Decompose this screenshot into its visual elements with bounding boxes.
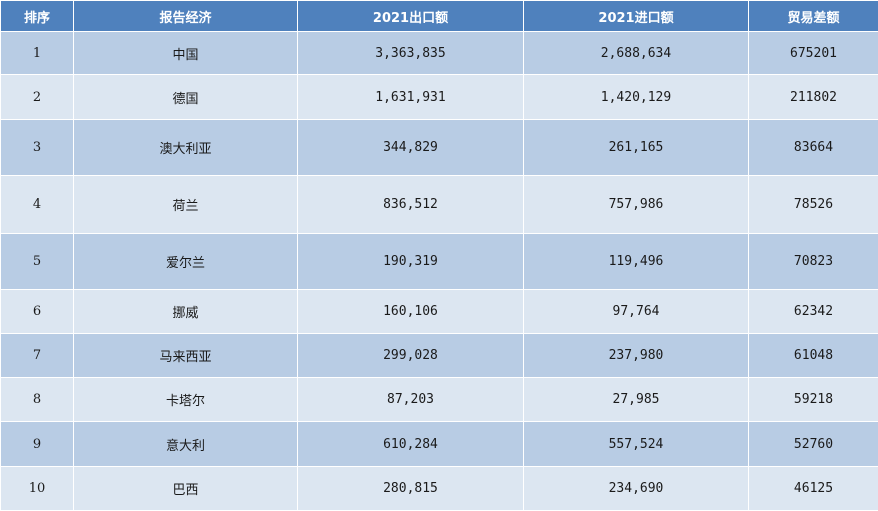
cell-economy: 澳大利亚 [74, 120, 298, 176]
cell-import: 261,165 [524, 120, 749, 176]
cell-rank: 9 [1, 422, 74, 467]
cell-rank: 8 [1, 378, 74, 422]
cell-export: 190,319 [298, 234, 524, 290]
cell-balance: 46125 [749, 467, 878, 511]
cell-economy: 德国 [74, 75, 298, 120]
header-import[interactable]: 2021进口额 [524, 1, 749, 32]
cell-balance: 52760 [749, 422, 878, 467]
cell-export: 87,203 [298, 378, 524, 422]
header-balance[interactable]: 贸易差额 [749, 1, 878, 32]
cell-balance: 61048 [749, 334, 878, 378]
cell-import: 1,420,129 [524, 75, 749, 120]
cell-balance: 62342 [749, 290, 878, 334]
cell-economy: 意大利 [74, 422, 298, 467]
cell-economy: 荷兰 [74, 176, 298, 234]
cell-export: 836,512 [298, 176, 524, 234]
table-row: 2 德国 1,631,931 1,420,129 211802 [1, 75, 878, 120]
cell-balance: 211802 [749, 75, 878, 120]
cell-import: 119,496 [524, 234, 749, 290]
table-row: 3 澳大利亚 344,829 261,165 83664 [1, 120, 878, 176]
table-row: 5 爱尔兰 190,319 119,496 70823 [1, 234, 878, 290]
cell-export: 299,028 [298, 334, 524, 378]
cell-import: 237,980 [524, 334, 749, 378]
cell-balance: 59218 [749, 378, 878, 422]
cell-rank: 7 [1, 334, 74, 378]
cell-export: 3,363,835 [298, 32, 524, 75]
cell-balance: 675201 [749, 32, 878, 75]
cell-export: 344,829 [298, 120, 524, 176]
table-row: 10 巴西 280,815 234,690 46125 [1, 467, 878, 511]
cell-rank: 5 [1, 234, 74, 290]
cell-export: 1,631,931 [298, 75, 524, 120]
cell-balance: 83664 [749, 120, 878, 176]
cell-rank: 10 [1, 467, 74, 511]
cell-economy: 卡塔尔 [74, 378, 298, 422]
cell-rank: 2 [1, 75, 74, 120]
cell-balance: 70823 [749, 234, 878, 290]
cell-export: 610,284 [298, 422, 524, 467]
table-row: 7 马来西亚 299,028 237,980 61048 [1, 334, 878, 378]
cell-economy: 马来西亚 [74, 334, 298, 378]
cell-export: 160,106 [298, 290, 524, 334]
cell-economy: 巴西 [74, 467, 298, 511]
cell-import: 557,524 [524, 422, 749, 467]
header-rank[interactable]: 排序 [1, 1, 74, 32]
table-row: 6 挪威 160,106 97,764 62342 [1, 290, 878, 334]
cell-rank: 3 [1, 120, 74, 176]
table-row: 1 中国 3,363,835 2,688,634 675201 [1, 32, 878, 75]
table-row: 8 卡塔尔 87,203 27,985 59218 [1, 378, 878, 422]
cell-import: 757,986 [524, 176, 749, 234]
cell-economy: 挪威 [74, 290, 298, 334]
cell-rank: 4 [1, 176, 74, 234]
cell-import: 27,985 [524, 378, 749, 422]
cell-import: 97,764 [524, 290, 749, 334]
header-export[interactable]: 2021出口额 [298, 1, 524, 32]
cell-import: 234,690 [524, 467, 749, 511]
table-row: 9 意大利 610,284 557,524 52760 [1, 422, 878, 467]
table-row: 4 荷兰 836,512 757,986 78526 [1, 176, 878, 234]
cell-rank: 6 [1, 290, 74, 334]
cell-import: 2,688,634 [524, 32, 749, 75]
cell-economy: 爱尔兰 [74, 234, 298, 290]
cell-balance: 78526 [749, 176, 878, 234]
header-economy[interactable]: 报告经济 [74, 1, 298, 32]
cell-economy: 中国 [74, 32, 298, 75]
cell-rank: 1 [1, 32, 74, 75]
header-row: 排序 报告经济 2021出口额 2021进口额 贸易差额 [1, 1, 878, 32]
cell-export: 280,815 [298, 467, 524, 511]
